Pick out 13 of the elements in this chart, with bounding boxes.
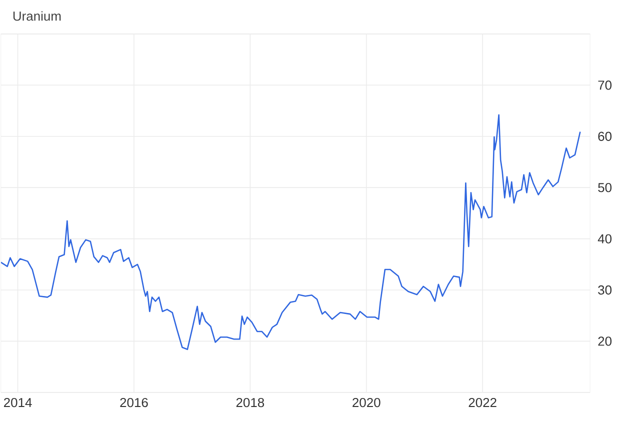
- x-tick-label: 2014: [4, 398, 32, 407]
- y-tick-label: 40: [598, 234, 612, 244]
- y-tick-label: 50: [598, 182, 612, 192]
- x-tick-label: 2020: [352, 398, 380, 407]
- chart-title: Uranium: [13, 11, 61, 21]
- line-series: [0, 114, 581, 350]
- y-tick-label: 60: [598, 132, 612, 141]
- x-tick-label: 2018: [236, 398, 264, 407]
- x-tick-label: 2022: [468, 398, 496, 407]
- y-tick-label: 20: [598, 336, 612, 346]
- y-tick-label: 70: [598, 80, 612, 90]
- y-tick-label: 30: [598, 285, 612, 294]
- x-tick-label: 2016: [120, 398, 148, 407]
